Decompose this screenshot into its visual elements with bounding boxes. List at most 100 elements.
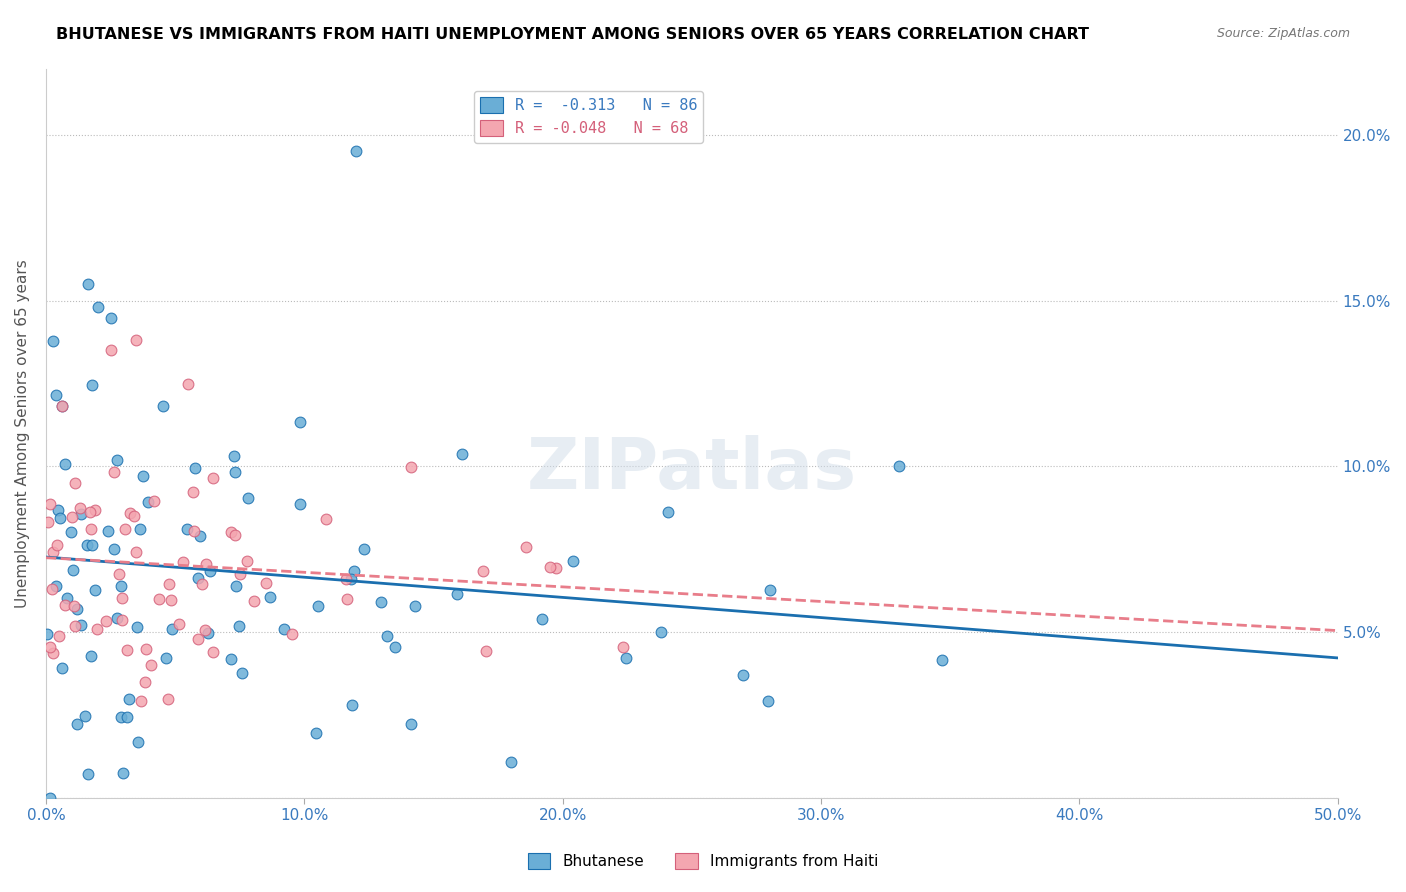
Immigrants from Haiti	[110, 591, 132, 606]
Immigrants from Haiti	[100, 343, 122, 358]
Immigrants from Haiti	[129, 694, 152, 708]
Bhutanese	[184, 461, 207, 475]
Bhutanese	[132, 468, 155, 483]
Bhutanese	[377, 629, 399, 643]
Text: ZIPatlas: ZIPatlas	[527, 435, 856, 504]
Bhutanese	[53, 457, 76, 471]
Bhutanese	[224, 465, 246, 479]
Immigrants from Haiti	[134, 675, 156, 690]
Immigrants from Haiti	[60, 510, 83, 524]
Bhutanese	[307, 599, 329, 613]
Bhutanese	[887, 459, 910, 474]
Bhutanese	[228, 619, 250, 633]
Bhutanese	[118, 692, 141, 706]
Immigrants from Haiti	[84, 502, 107, 516]
Immigrants from Haiti	[39, 640, 62, 654]
Immigrants from Haiti	[51, 399, 73, 413]
Immigrants from Haiti	[471, 564, 494, 578]
Immigrants from Haiti	[224, 527, 246, 541]
Bhutanese	[73, 709, 96, 723]
Immigrants from Haiti	[48, 629, 70, 643]
Bhutanese	[110, 710, 132, 724]
Bhutanese	[370, 594, 392, 608]
Immigrants from Haiti	[86, 622, 108, 636]
Bhutanese	[46, 503, 69, 517]
Bhutanese	[273, 622, 295, 636]
Bhutanese	[66, 601, 89, 615]
Immigrants from Haiti	[315, 512, 337, 526]
Bhutanese	[60, 524, 83, 539]
Bhutanese	[288, 498, 311, 512]
Immigrants from Haiti	[401, 459, 423, 474]
Bhutanese	[188, 529, 211, 543]
Bhutanese	[70, 507, 93, 521]
Immigrants from Haiti	[544, 561, 567, 575]
Bhutanese	[155, 651, 177, 665]
Immigrants from Haiti	[612, 640, 634, 654]
Bhutanese	[80, 538, 103, 552]
Bhutanese	[450, 447, 472, 461]
Bhutanese	[117, 710, 139, 724]
Bhutanese	[105, 611, 128, 625]
Y-axis label: Unemployment Among Seniors over 65 years: Unemployment Among Seniors over 65 years	[15, 259, 30, 607]
Bhutanese	[225, 579, 247, 593]
Bhutanese	[231, 665, 253, 680]
Immigrants from Haiti	[79, 522, 101, 536]
Bhutanese	[236, 491, 259, 506]
Bhutanese	[305, 726, 328, 740]
Bhutanese	[80, 649, 103, 664]
Legend: R =  -0.313   N = 86, R = -0.048   N = 68: R = -0.313 N = 86, R = -0.048 N = 68	[474, 91, 703, 143]
Immigrants from Haiti	[167, 617, 190, 632]
Bhutanese	[49, 510, 72, 524]
Immigrants from Haiti	[42, 545, 65, 559]
Bhutanese	[152, 399, 174, 413]
Immigrants from Haiti	[191, 577, 214, 591]
Immigrants from Haiti	[39, 497, 62, 511]
Immigrants from Haiti	[172, 555, 194, 569]
Immigrants from Haiti	[181, 484, 204, 499]
Bhutanese	[197, 625, 219, 640]
Text: Source: ZipAtlas.com: Source: ZipAtlas.com	[1216, 27, 1350, 40]
Immigrants from Haiti	[202, 470, 225, 484]
Bhutanese	[657, 505, 679, 519]
Immigrants from Haiti	[69, 501, 91, 516]
Bhutanese	[129, 522, 152, 536]
Bhutanese	[404, 599, 426, 613]
Bhutanese	[39, 791, 62, 805]
Bhutanese	[127, 734, 149, 748]
Bhutanese	[501, 755, 523, 769]
Immigrants from Haiti	[117, 642, 139, 657]
Immigrants from Haiti	[183, 524, 205, 538]
Immigrants from Haiti	[46, 538, 69, 552]
Bhutanese	[561, 554, 583, 568]
Bhutanese	[446, 587, 468, 601]
Immigrants from Haiti	[538, 560, 561, 574]
Immigrants from Haiti	[336, 592, 359, 607]
Bhutanese	[62, 563, 84, 577]
Immigrants from Haiti	[177, 376, 200, 391]
Bhutanese	[931, 653, 953, 667]
Bhutanese	[136, 494, 159, 508]
Immigrants from Haiti	[114, 522, 136, 536]
Bhutanese	[70, 618, 93, 632]
Bhutanese	[127, 620, 149, 634]
Bhutanese	[100, 311, 122, 326]
Bhutanese	[340, 698, 363, 712]
Immigrants from Haiti	[103, 466, 125, 480]
Immigrants from Haiti	[65, 619, 87, 633]
Bhutanese	[66, 717, 89, 731]
Bhutanese	[756, 694, 779, 708]
Immigrants from Haiti	[122, 508, 145, 523]
Immigrants from Haiti	[242, 594, 264, 608]
Bhutanese	[37, 627, 59, 641]
Bhutanese	[340, 572, 363, 586]
Bhutanese	[77, 277, 100, 291]
Bhutanese	[353, 542, 375, 557]
Bhutanese	[110, 579, 132, 593]
Immigrants from Haiti	[235, 554, 257, 568]
Immigrants from Haiti	[120, 506, 142, 520]
Bhutanese	[344, 145, 367, 159]
Immigrants from Haiti	[111, 613, 134, 627]
Immigrants from Haiti	[37, 515, 59, 529]
Bhutanese	[103, 542, 125, 557]
